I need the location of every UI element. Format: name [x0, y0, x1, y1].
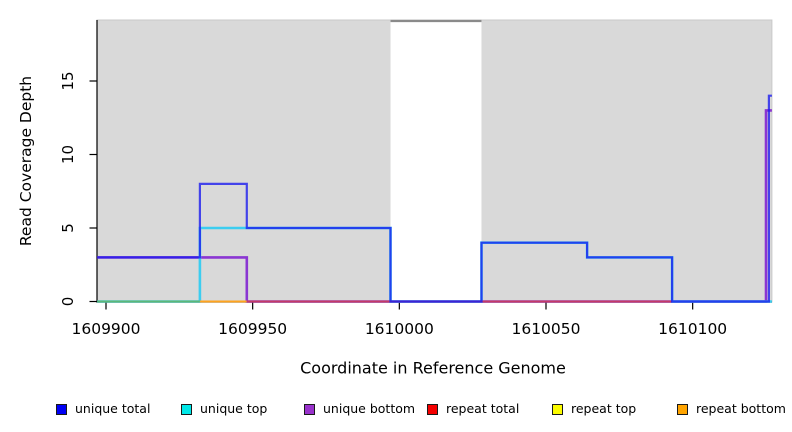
- x-tick-label: 1610100: [658, 320, 727, 338]
- y-tick-label: 10: [59, 145, 77, 164]
- y-tick-label: 0: [59, 297, 77, 307]
- x-tick-label: 1610000: [365, 320, 434, 338]
- x-tick-label: 1610050: [511, 320, 580, 338]
- x-axis-title: Coordinate in Reference Genome: [300, 358, 566, 378]
- y-axis-title: Read Coverage Depth: [17, 75, 35, 247]
- y-tick-label: 15: [59, 71, 77, 90]
- series-line-unique-total: [97, 94, 772, 303]
- coverage-gap-region: [390, 20, 482, 302]
- x-tick-label: 1609950: [218, 320, 287, 338]
- x-tick-label: 1609900: [71, 320, 140, 338]
- y-tick-label: 5: [59, 223, 77, 233]
